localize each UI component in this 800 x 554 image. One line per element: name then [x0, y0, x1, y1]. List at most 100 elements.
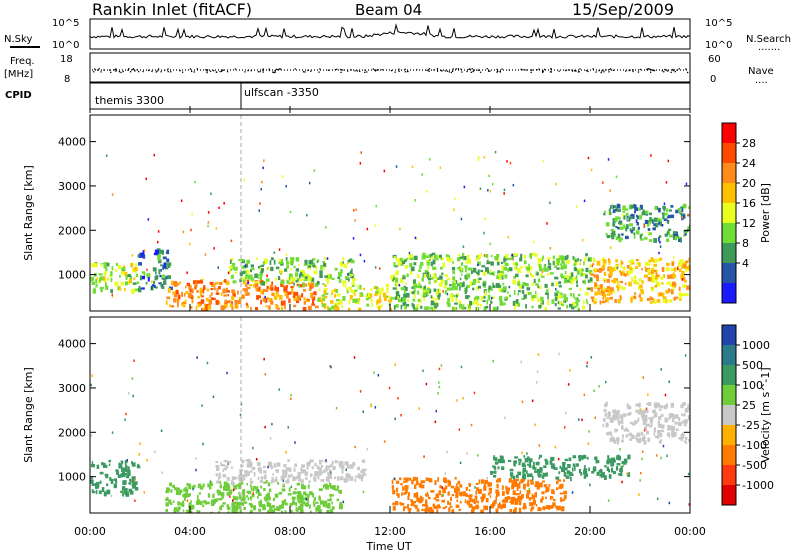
velocity-scatter-cell	[300, 498, 304, 504]
velocity-scatter-cell	[238, 478, 241, 482]
power-colorbar-swatch	[722, 183, 736, 204]
velocity-scatter-cell	[122, 480, 125, 485]
power-noise-cell	[558, 263, 561, 266]
power-noise-cell	[575, 205, 578, 208]
velocity-scatter-cell	[420, 480, 425, 483]
power-scatter-cell	[292, 257, 295, 261]
power-scatter-cell	[491, 296, 496, 299]
nave-point	[132, 68, 135, 70]
power-scatter-cell	[430, 295, 433, 299]
power-scatter-cell	[538, 264, 542, 269]
power-noise-cell	[503, 192, 505, 195]
power-scatter-cell	[245, 283, 248, 288]
power-scatter-cell	[572, 302, 576, 306]
velocity-scatter-cell	[245, 495, 248, 498]
power-scatter-cell	[504, 296, 509, 300]
power-scatter-cell	[396, 288, 398, 294]
nave-point	[436, 68, 439, 70]
velocity-scatter-cell	[509, 509, 512, 513]
velocity-scatter-cell	[241, 474, 245, 478]
velocity-scatter-cell	[115, 469, 119, 472]
power-scatter-cell	[617, 298, 621, 304]
power-scatter-cell	[207, 306, 212, 310]
power-noise-cell	[615, 175, 618, 179]
power-scatter-cell	[664, 213, 668, 216]
velocity-noise-cell	[641, 450, 644, 453]
nave-point	[603, 71, 605, 73]
velocity-scatter-cell	[533, 499, 536, 504]
velocity-scatter-cell	[423, 508, 428, 512]
power-scatter-cell	[424, 270, 428, 274]
velocity-scatter-cell	[238, 494, 242, 500]
power-scatter-cell	[442, 262, 446, 268]
power-scatter-cell	[316, 280, 320, 285]
power-scatter-cell	[209, 294, 211, 298]
velocity-scatter-cell	[648, 402, 652, 406]
power-scatter-cell	[519, 266, 523, 269]
power-scatter-cell	[573, 305, 577, 309]
velocity-scatter-cell	[545, 460, 549, 465]
power-noise-cell	[359, 162, 362, 165]
velocity-ytick-label: 1000	[58, 471, 86, 484]
velocity-scatter-cell	[172, 484, 175, 489]
power-scatter-cell	[314, 305, 319, 309]
velocity-scatter-cell	[441, 494, 444, 497]
power-scatter-cell	[134, 288, 139, 292]
velocity-colorbar-tick-label: -25	[742, 419, 760, 432]
power-scatter-cell	[331, 305, 334, 310]
velocity-ytick-label: 2000	[58, 426, 86, 439]
velocity-noise-cell	[520, 360, 522, 364]
power-scatter-cell	[417, 285, 420, 289]
velocity-scatter-cell	[334, 459, 338, 464]
velocity-scatter-cell	[416, 508, 420, 512]
velocity-scatter-cell	[420, 495, 423, 499]
velocity-noise-cell	[486, 476, 488, 480]
power-noise-cell	[191, 212, 193, 216]
velocity-noise-cell	[594, 416, 596, 419]
velocity-scatter-cell	[537, 469, 541, 473]
power-scatter-cell	[352, 277, 356, 282]
velocity-noise-cell	[131, 377, 134, 380]
velocity-scatter-cell	[272, 473, 274, 476]
power-scatter-cell	[617, 226, 621, 230]
power-scatter-cell	[464, 290, 467, 295]
power-scatter-cell	[679, 212, 682, 215]
velocity-scatter-cell	[273, 463, 277, 468]
power-scatter-cell	[403, 285, 406, 288]
power-scatter-cell	[241, 294, 245, 299]
velocity-noise-cell	[564, 426, 566, 429]
power-scatter-cell	[227, 294, 229, 297]
power-scatter-cell	[158, 268, 160, 272]
nave-point	[209, 70, 212, 72]
velocity-scatter-cell	[227, 483, 230, 487]
power-scatter-cell	[486, 261, 491, 265]
power-scatter-cell	[280, 280, 285, 285]
power-scatter-cell	[603, 280, 606, 283]
velocity-scatter-cell	[552, 498, 556, 502]
power-scatter-cell	[346, 290, 349, 294]
nave-point	[226, 71, 229, 73]
power-scatter-cell	[277, 276, 281, 280]
velocity-noise-cell	[492, 359, 494, 363]
power-scatter-cell	[160, 282, 163, 287]
velocity-scatter-cell	[120, 473, 123, 478]
power-scatter-cell	[630, 298, 633, 303]
velocity-scatter-cell	[583, 469, 588, 474]
power-scatter-cell	[576, 270, 580, 275]
velocity-scatter-cell	[474, 495, 478, 499]
power-noise-cell	[395, 165, 398, 168]
power-noise-cell	[564, 300, 567, 304]
velocity-scatter-cell	[285, 467, 289, 471]
power-scatter-cell	[666, 231, 669, 235]
velocity-scatter-cell	[249, 503, 253, 507]
nave-point	[394, 71, 396, 73]
power-scatter-cell	[305, 261, 308, 265]
power-scatter-cell	[230, 258, 234, 261]
velocity-scatter-cell	[329, 482, 332, 487]
power-scatter-cell	[231, 301, 233, 306]
velocity-scatter-cell	[484, 505, 489, 511]
velocity-scatter-cell	[270, 480, 274, 484]
power-scatter-cell	[593, 301, 597, 305]
power-scatter-cell	[104, 263, 107, 267]
power-noise-cell	[398, 283, 401, 287]
